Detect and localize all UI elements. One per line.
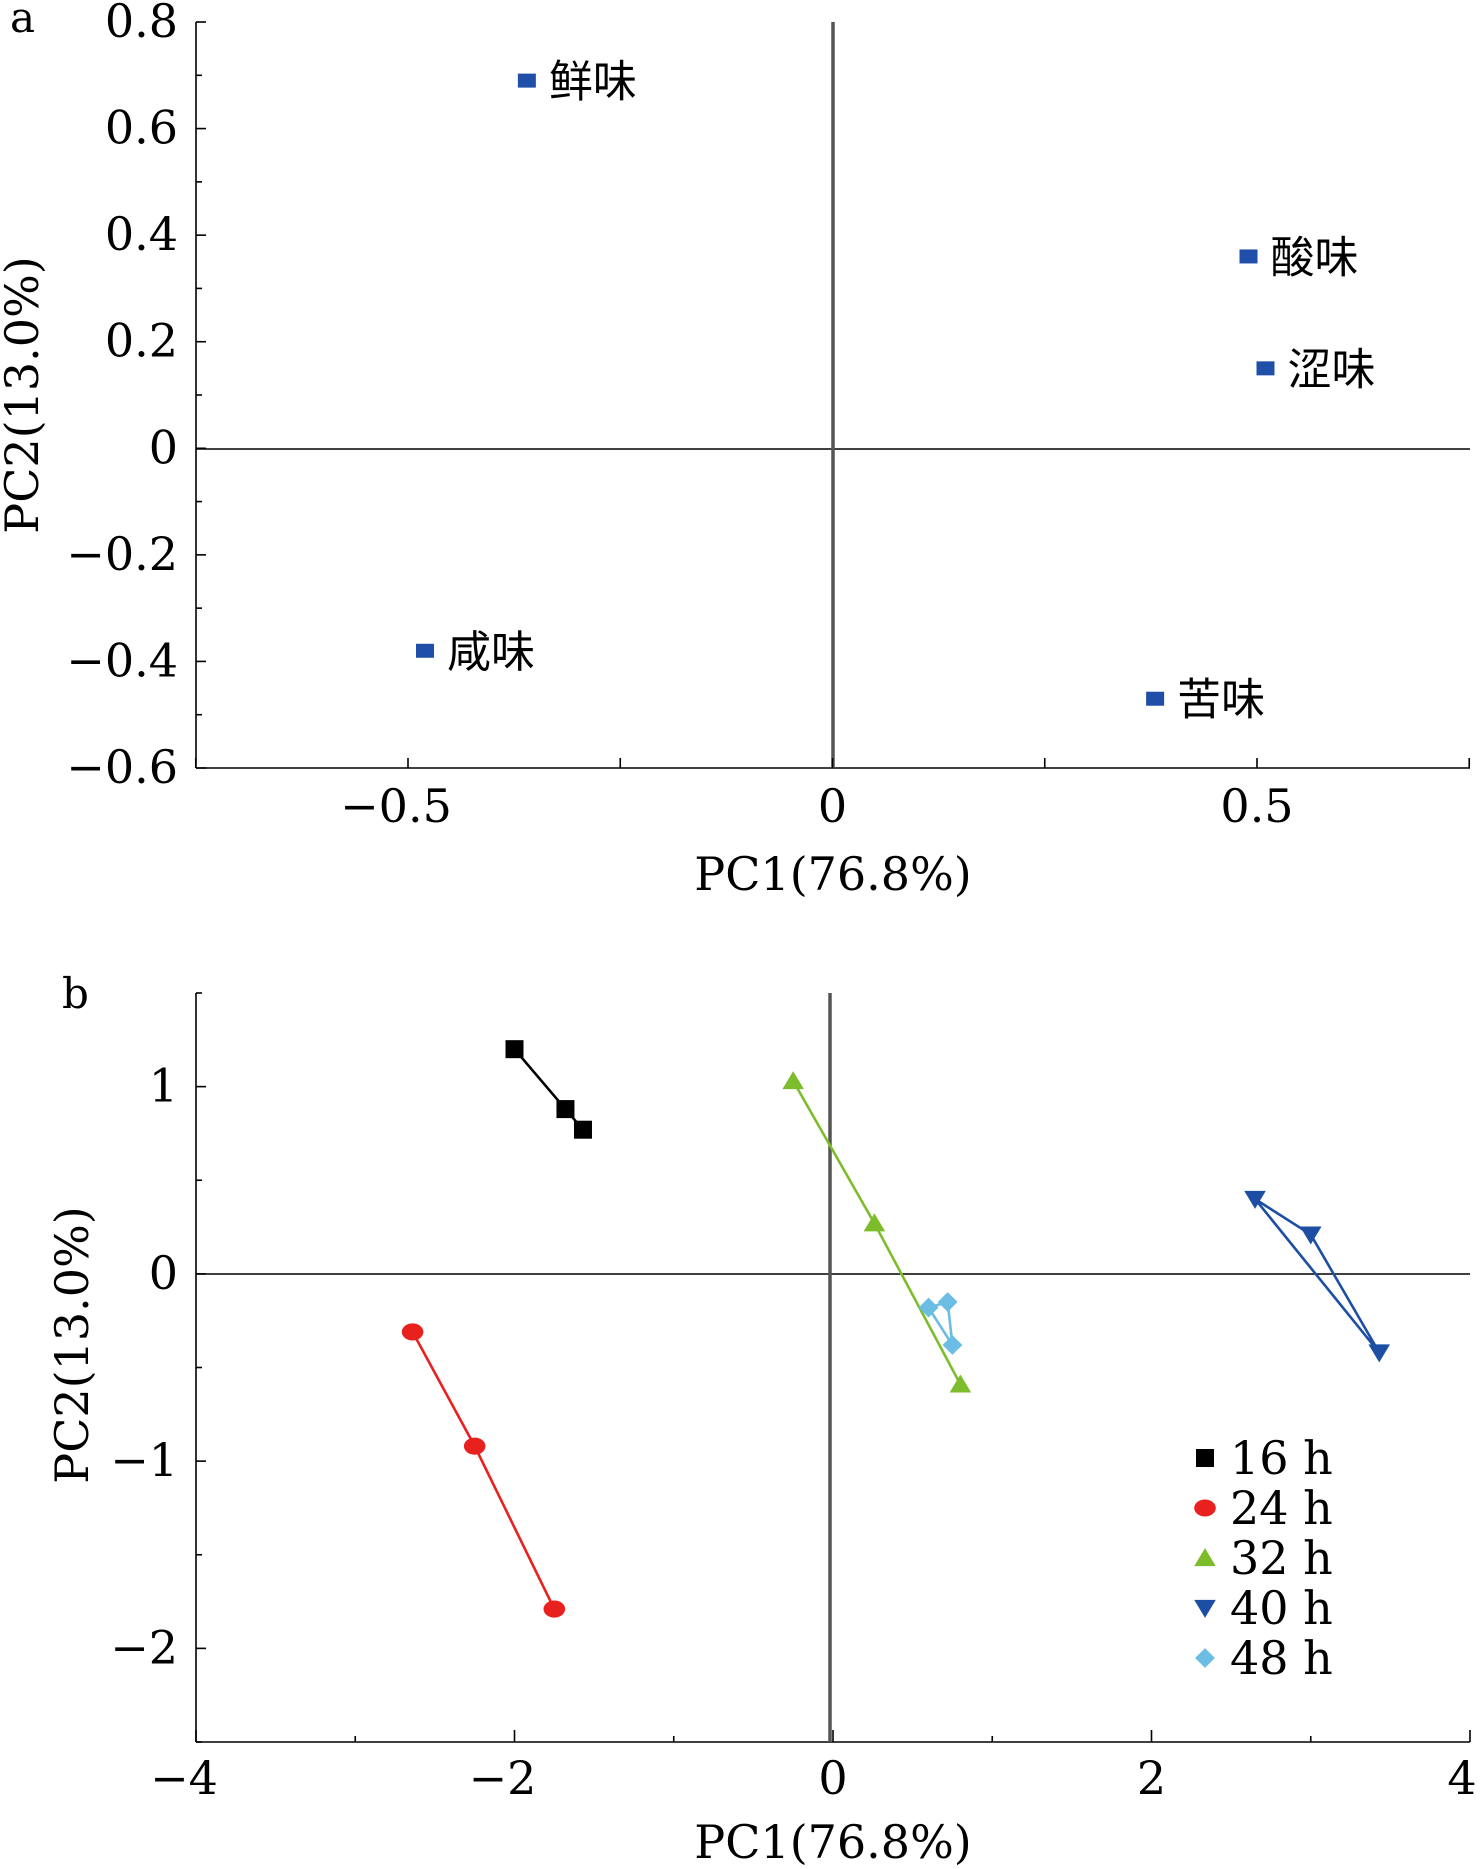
- panel-a-y-tick-label: 0.6: [105, 101, 178, 155]
- panel-a-y-tick-label: 0.8: [105, 0, 178, 48]
- series-line-48h: [926, 1300, 954, 1346]
- panel-a-x-ticks: −0.5 0 0.5: [194, 758, 1471, 833]
- panel-a-y-tick-label: −0.2: [66, 527, 178, 581]
- series-point-40h: [1299, 1226, 1322, 1245]
- legend-marker-16h: [1196, 1449, 1214, 1467]
- series-point-32h: [863, 1213, 886, 1232]
- panel-a-y-tick-label: 0.2: [105, 314, 178, 368]
- panel-b-series: [401, 1040, 1391, 1618]
- panel-b-y-tick-label: 1: [149, 1059, 178, 1113]
- panel-a-point-marker: [1146, 691, 1165, 706]
- panel-b-y-tick-label: −1: [110, 1433, 178, 1487]
- panel-b: b 1 0 −1 −2 −4 −2 0 2 4 16 h24 h32 h40 h48 h PC…: [45, 969, 1477, 1869]
- panel-b-x-tick-label: 0: [818, 1751, 847, 1805]
- panel-a-y-ticks: 0.8 0.6 0.4 0.2 0 −0.2 −0.4 −0.6: [66, 0, 206, 794]
- panel-a-point-marker: [1239, 249, 1258, 264]
- panel-a-y-tick-label: 0.4: [105, 207, 178, 261]
- panel-a-y-tick-label: −0.4: [66, 633, 178, 687]
- panel-a-point-marker: [517, 73, 536, 88]
- panel-a-point-label: 鲜味: [549, 57, 637, 108]
- panel-b-legend: 16 h24 h32 h40 h48 h: [1194, 1431, 1333, 1685]
- panel-b-x-tick-label: −4: [150, 1751, 218, 1805]
- panel-b-x-ticks: −4 −2 0 2 4: [150, 1730, 1477, 1805]
- panel-b-y-tick-label: −2: [110, 1620, 178, 1674]
- panel-b-y-tick-label: 0: [149, 1246, 178, 1300]
- legend-marker-48h: [1195, 1648, 1215, 1668]
- panel-a-x-tick-label: 0.5: [1220, 779, 1293, 833]
- series-line-24h: [411, 1331, 556, 1610]
- panel-b-y-title: PC2(13.0%): [45, 1206, 99, 1483]
- legend-label-16h: 16 h: [1230, 1431, 1333, 1485]
- series-point-16h: [556, 1100, 575, 1119]
- panel-a-point-label: 苦味: [1177, 675, 1265, 726]
- series-point-40h: [1244, 1190, 1266, 1209]
- panel-a-x-tick-label: −0.5: [340, 779, 452, 833]
- panel-b-y-ticks: 1 0 −1 −2: [110, 992, 206, 1743]
- legend-marker-32h: [1194, 1548, 1216, 1567]
- series-point-24h: [401, 1323, 424, 1341]
- panel-b-x-tick-label: −2: [469, 1751, 537, 1805]
- panel-a-x-tick-label: 0: [818, 779, 847, 833]
- series-point-48h: [937, 1292, 958, 1312]
- series-line-40h: [1254, 1197, 1381, 1354]
- panel-a-y-tick-label: 0: [149, 420, 178, 474]
- legend-marker-24h: [1194, 1499, 1216, 1517]
- series-line-32h: [792, 1080, 962, 1385]
- panel-a-point-label: 涩味: [1287, 344, 1375, 395]
- panel-a: a 0.8 0.6 0.4 0.2 0 −0.2 −0.4 −0.6 −0.5 0 0.5 鲜味酸…: [0, 0, 1471, 901]
- legend-marker-40h: [1194, 1599, 1216, 1618]
- series-point-16h: [573, 1120, 592, 1139]
- series-point-24h: [543, 1600, 566, 1618]
- series-point-24h: [463, 1437, 486, 1455]
- panel-a-point-label: 咸味: [447, 627, 535, 678]
- panel-a-x-title: PC1(76.8%): [694, 847, 971, 901]
- panel-a-y-tick-label: −0.6: [66, 740, 178, 794]
- series-point-16h: [505, 1040, 524, 1059]
- legend-label-24h: 24 h: [1230, 1481, 1333, 1535]
- panel-a-point-label: 酸味: [1271, 232, 1359, 283]
- panel-b-x-tick-label: 4: [1447, 1751, 1476, 1805]
- panel-a-point-marker: [415, 643, 434, 658]
- legend-label-40h: 40 h: [1230, 1581, 1333, 1635]
- series-point-48h: [942, 1335, 963, 1355]
- series-point-32h: [782, 1071, 804, 1090]
- panel-b-x-tick-label: 2: [1137, 1751, 1166, 1805]
- series-point-48h: [918, 1297, 939, 1318]
- panel-a-point-marker: [1256, 361, 1275, 376]
- legend-label-48h: 48 h: [1230, 1631, 1333, 1685]
- panel-b-letter: b: [62, 969, 89, 1018]
- panel-a-y-title: PC2(13.0%): [0, 256, 49, 533]
- series-point-40h: [1368, 1344, 1391, 1363]
- panel-a-letter: a: [10, 0, 35, 42]
- legend-label-32h: 32 h: [1230, 1531, 1333, 1585]
- panel-b-x-title: PC1(76.8%): [694, 1815, 971, 1869]
- series-point-32h: [949, 1374, 972, 1393]
